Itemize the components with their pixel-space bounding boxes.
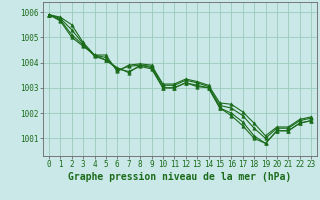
X-axis label: Graphe pression niveau de la mer (hPa): Graphe pression niveau de la mer (hPa) <box>68 172 292 182</box>
